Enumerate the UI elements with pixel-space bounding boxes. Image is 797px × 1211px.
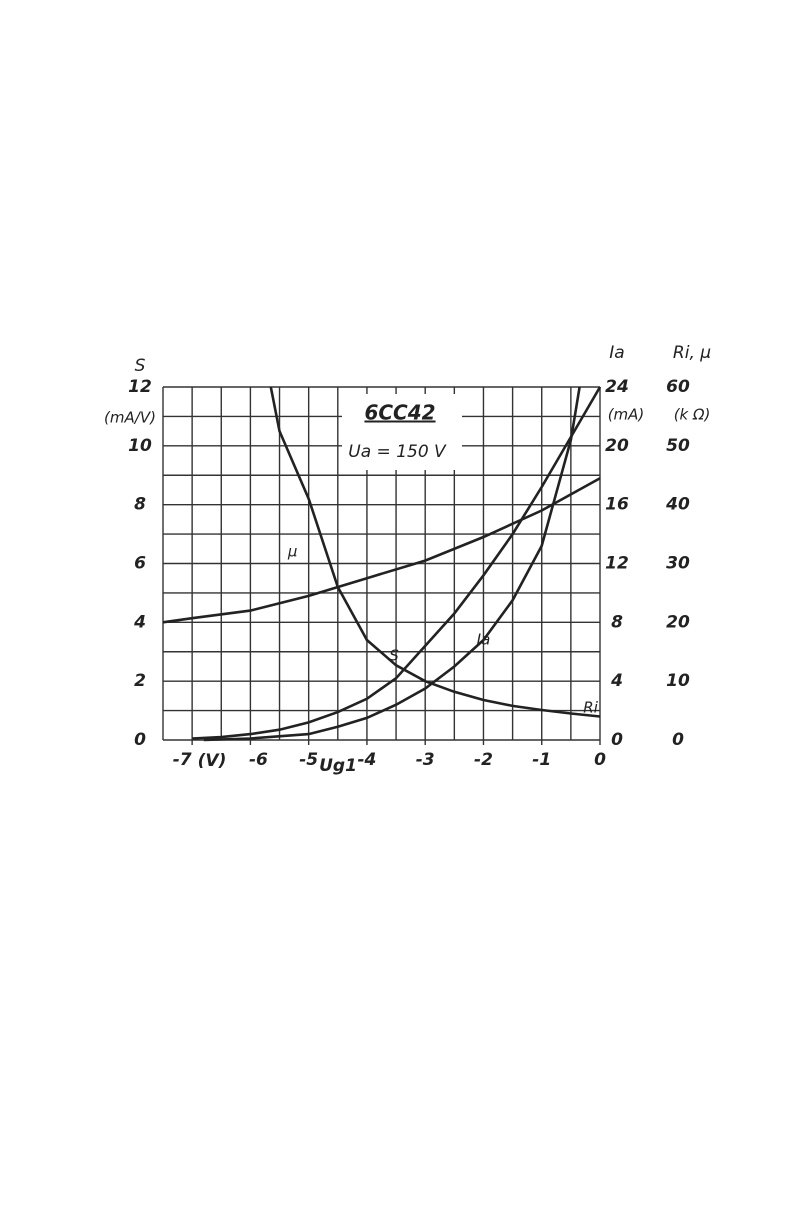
y3-tick-label: 50: [666, 436, 690, 456]
y3-tick-label: 0: [672, 730, 684, 750]
curve-label: Ri: [583, 698, 598, 716]
x-tick-label: -4: [357, 750, 376, 770]
x-tick-label: -7: [173, 750, 192, 770]
y-unit: (mA/V): [104, 409, 156, 427]
y-tick-label: 6: [134, 554, 146, 574]
y3-unit: (k Ω): [674, 406, 711, 424]
y-tick-label: 0: [134, 730, 146, 750]
y3-axis-title: Ri, μ: [673, 343, 711, 363]
y2-tick-label: 0: [611, 730, 623, 750]
y-tick-label: 4: [133, 612, 146, 632]
curve-label: S: [389, 647, 399, 665]
curve-label: Ia: [477, 630, 491, 648]
chart-title: 6CC42: [364, 401, 435, 425]
y-tick-label: 10: [128, 436, 152, 456]
y2-tick-label: 4: [610, 671, 623, 691]
y3-tick-label: 60: [666, 377, 690, 397]
x-unit: (V): [198, 751, 227, 771]
curve-label: μ: [287, 542, 298, 560]
title-box: [342, 394, 462, 470]
y3-tick-label: 40: [665, 495, 690, 515]
x-axis-title: Ug1: [319, 756, 357, 776]
y-tick-label: 12: [128, 377, 152, 397]
y2-tick-label: 20: [605, 436, 629, 456]
x-tick-label: -6: [249, 750, 268, 770]
y2-unit: (mA): [608, 406, 645, 424]
y2-axis-title: Ia: [609, 343, 624, 363]
x-tick-label: -3: [416, 750, 435, 770]
x-tick-label: -1: [532, 750, 551, 770]
curve: [192, 386, 602, 740]
x-tick-label: -5: [299, 750, 318, 770]
y3-tick-label: 20: [666, 612, 690, 632]
y2-tick-label: 16: [605, 495, 629, 515]
curve: [203, 386, 581, 742]
y-tick-label: 2: [134, 671, 146, 691]
y3-tick-label: 10: [666, 671, 690, 691]
chart-subtitle: Ua = 150 V: [348, 442, 447, 462]
y2-tick-label: 24: [605, 377, 629, 397]
x-tick-label: -2: [474, 750, 493, 770]
y2-tick-label: 12: [605, 554, 629, 574]
curve: [269, 386, 601, 718]
x-tick-label: 0: [594, 750, 606, 770]
y-axis-title: S: [135, 356, 146, 376]
y2-tick-label: 8: [611, 612, 623, 632]
y3-tick-label: 30: [666, 554, 690, 574]
y-tick-label: 8: [134, 495, 146, 515]
